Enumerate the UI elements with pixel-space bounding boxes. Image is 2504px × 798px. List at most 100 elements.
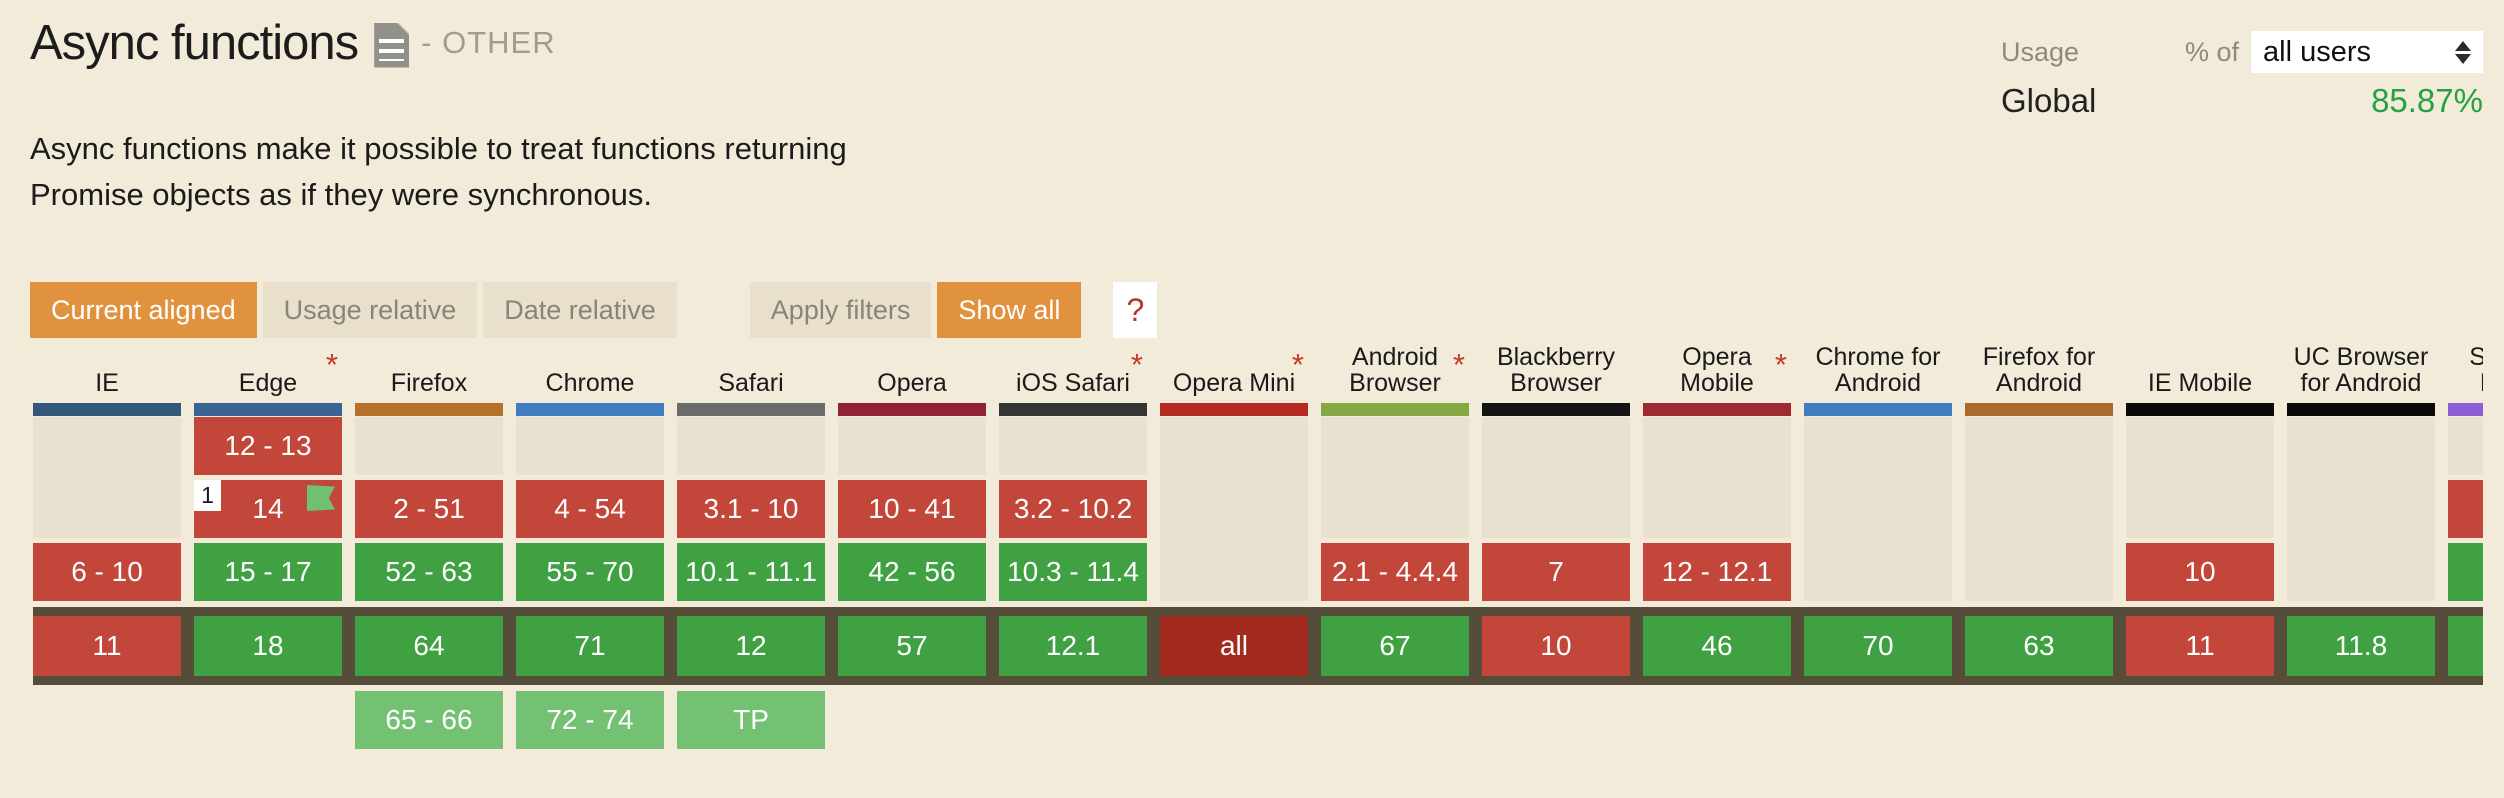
browser-column: Chrome for Android 70 — [1804, 340, 1952, 748]
support-cell[interactable]: 64 — [355, 616, 503, 676]
support-table: IE 6 - 10 11 Edge * 12 - 13 14 1 15 - 17 18 Firefo… — [33, 340, 2483, 752]
past-versions: 3.2 - 10.2 10.3 - 11.4 — [999, 416, 1147, 601]
empty-cell — [516, 417, 664, 475]
future-versions — [33, 685, 181, 748]
past-versions — [1965, 416, 2113, 601]
support-cell[interactable]: 10 - 41 — [838, 480, 986, 538]
usage-source-select[interactable]: all users — [2251, 31, 2483, 73]
page-header: Async functions - OTHER — [30, 14, 2504, 72]
support-cell[interactable]: 67 — [1321, 616, 1469, 676]
support-cell[interactable] — [2448, 616, 2483, 676]
browser-brand-bar — [677, 403, 825, 416]
support-cell[interactable]: 12 - 12.1 — [1643, 543, 1791, 601]
support-cell[interactable]: 70 — [1804, 616, 1952, 676]
support-cell[interactable]: 12 - 13 — [194, 417, 342, 475]
current-aligned-button[interactable]: Current aligned — [30, 282, 257, 338]
past-versions: 12 - 12.1 — [1643, 416, 1791, 601]
support-cell[interactable]: 72 - 74 — [516, 691, 664, 749]
support-cell[interactable]: 57 — [838, 616, 986, 676]
current-version-row: all — [1160, 601, 1308, 685]
future-versions — [1804, 685, 1952, 748]
future-versions — [194, 685, 342, 748]
empty-cell — [2126, 417, 2274, 538]
current-version-row: 12 — [677, 601, 825, 685]
support-cell[interactable]: 55 - 70 — [516, 543, 664, 601]
browser-name: Opera Mini * — [1172, 347, 1304, 397]
support-cell[interactable]: 63 — [1965, 616, 2113, 676]
usage-relative-button[interactable]: Usage relative — [262, 282, 478, 338]
browser-name: Android Browser * — [1349, 343, 1465, 397]
support-cell[interactable]: 46 — [1643, 616, 1791, 676]
support-cell[interactable]: 3.1 - 10 — [677, 480, 825, 538]
browser-name: Edge * — [238, 347, 338, 397]
support-cell[interactable]: 10.3 - 11.4 — [999, 543, 1147, 601]
support-cell[interactable]: 10.1 - 11.1 — [677, 543, 825, 601]
future-versions — [838, 685, 986, 748]
support-cell[interactable]: 11 — [2126, 616, 2274, 676]
browser-brand-bar — [1804, 403, 1952, 416]
current-version-row: 12.1 — [999, 601, 1147, 685]
browser-name: IE Mobile — [2147, 369, 2253, 397]
support-cell[interactable]: 6 - 10 — [33, 543, 181, 601]
future-versions: TP — [677, 685, 825, 749]
support-cell[interactable]: TP — [677, 691, 825, 749]
flag-icon[interactable] — [307, 485, 335, 511]
support-cell[interactable]: 10 — [2126, 543, 2274, 601]
support-cell[interactable] — [2448, 543, 2483, 601]
browser-column: Firefox for Android 63 — [1965, 340, 2113, 748]
browser-brand-bar — [999, 403, 1147, 416]
global-label: Global — [2001, 82, 2097, 119]
support-cell[interactable]: 12 — [677, 616, 825, 676]
browser-name: UC Browser for Android — [2293, 343, 2429, 397]
current-version-row: 18 — [194, 601, 342, 685]
support-cell[interactable]: all — [1160, 616, 1308, 676]
browser-name: Firefox — [390, 369, 468, 397]
support-cell[interactable]: 4 - 54 — [516, 480, 664, 538]
current-version-row: 11.8 — [2287, 601, 2435, 685]
show-all-button[interactable]: Show all — [937, 282, 1082, 338]
support-cell[interactable]: 11 — [33, 616, 181, 676]
support-cell[interactable]: 18 — [194, 616, 342, 676]
browser-column: UC Browser for Android 11.8 — [2287, 340, 2435, 748]
browser-column: Opera Mobile * 12 - 12.1 46 — [1643, 340, 1791, 748]
browser-brand-bar — [33, 403, 181, 416]
browser-name: Blackberry Browser — [1496, 343, 1616, 397]
support-cell[interactable]: 7 — [1482, 543, 1630, 601]
support-cell[interactable]: 71 — [516, 616, 664, 676]
apply-filters-button[interactable]: Apply filters — [749, 282, 932, 338]
browser-brand-bar — [1160, 403, 1308, 416]
browser-brand-bar — [1321, 403, 1469, 416]
footnote-marker[interactable]: 1 — [194, 480, 221, 511]
current-version-row: 11 — [33, 601, 181, 685]
support-cell[interactable]: 11.8 — [2287, 616, 2435, 676]
support-cell[interactable]: 42 - 56 — [838, 543, 986, 601]
browser-column: iOS Safari * 3.2 - 10.2 10.3 - 11.4 12.1 — [999, 340, 1147, 748]
browser-column: Chrome 4 - 54 55 - 70 71 72 - 74 — [516, 340, 664, 749]
support-cell[interactable]: 10 — [1482, 616, 1630, 676]
support-cell[interactable]: 14 1 — [194, 480, 342, 538]
browser-name: Firefox for Android — [1982, 343, 2096, 397]
support-cell[interactable]: 2.1 - 4.4.4 — [1321, 543, 1469, 601]
empty-cell — [1965, 417, 2113, 601]
help-button[interactable]: ? — [1113, 282, 1158, 338]
date-relative-button[interactable]: Date relative — [483, 282, 677, 338]
future-versions — [2126, 685, 2274, 748]
support-cell[interactable]: 3.2 - 10.2 — [999, 480, 1147, 538]
support-cell[interactable]: 12.1 — [999, 616, 1147, 676]
empty-cell — [2448, 417, 2483, 475]
past-versions: 10 - 41 42 - 56 — [838, 416, 986, 601]
support-cell[interactable] — [2448, 480, 2483, 538]
current-version-row — [2448, 601, 2483, 685]
support-cell[interactable]: 65 - 66 — [355, 691, 503, 749]
future-versions — [2287, 685, 2435, 748]
support-cell[interactable]: 52 - 63 — [355, 543, 503, 601]
document-icon — [374, 22, 410, 68]
current-version-row: 70 — [1804, 601, 1952, 685]
empty-cell — [838, 417, 986, 475]
current-version-row: 46 — [1643, 601, 1791, 685]
usage-panel: Usage % of all users Global 85.87% — [2001, 30, 2483, 120]
support-cell[interactable]: 2 - 51 — [355, 480, 503, 538]
browser-brand-bar — [838, 403, 986, 416]
support-cell[interactable]: 15 - 17 — [194, 543, 342, 601]
empty-cell — [1160, 417, 1308, 601]
